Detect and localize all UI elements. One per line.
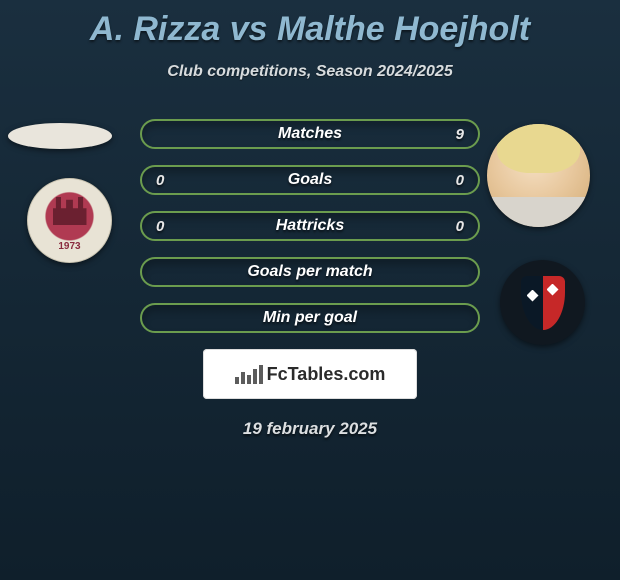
stat-right-value: 9 bbox=[456, 126, 464, 143]
page-title: A. Rizza vs Malthe Hoejholt bbox=[0, 0, 620, 49]
stat-row-goals-per-match: Goals per match bbox=[140, 257, 480, 287]
player-avatar-left bbox=[8, 123, 112, 149]
date-label: 19 february 2025 bbox=[0, 419, 620, 439]
brand-text: FcTables.com bbox=[267, 364, 386, 385]
stat-row-goals: 0 Goals 0 bbox=[140, 165, 480, 195]
stat-label: Goals per match bbox=[142, 263, 478, 281]
player-avatar-right bbox=[487, 124, 590, 227]
stat-label: Min per goal bbox=[142, 309, 478, 327]
stat-label: Matches bbox=[142, 125, 478, 143]
brand-badge: FcTables.com bbox=[203, 349, 417, 399]
club-badge-left bbox=[27, 178, 112, 263]
bar-chart-icon bbox=[235, 365, 263, 384]
subtitle: Club competitions, Season 2024/2025 bbox=[0, 63, 620, 81]
club-badge-right bbox=[500, 260, 585, 345]
stat-row-min-per-goal: Min per goal bbox=[140, 303, 480, 333]
stat-left-value: 0 bbox=[156, 218, 164, 235]
stats-table: Matches 9 0 Goals 0 0 Hattricks 0 Goals … bbox=[140, 119, 480, 333]
stat-label: Hattricks bbox=[142, 217, 478, 235]
stat-left-value: 0 bbox=[156, 172, 164, 189]
stat-label: Goals bbox=[142, 171, 478, 189]
stat-row-hattricks: 0 Hattricks 0 bbox=[140, 211, 480, 241]
stat-row-matches: Matches 9 bbox=[140, 119, 480, 149]
stat-right-value: 0 bbox=[456, 172, 464, 189]
stat-right-value: 0 bbox=[456, 218, 464, 235]
